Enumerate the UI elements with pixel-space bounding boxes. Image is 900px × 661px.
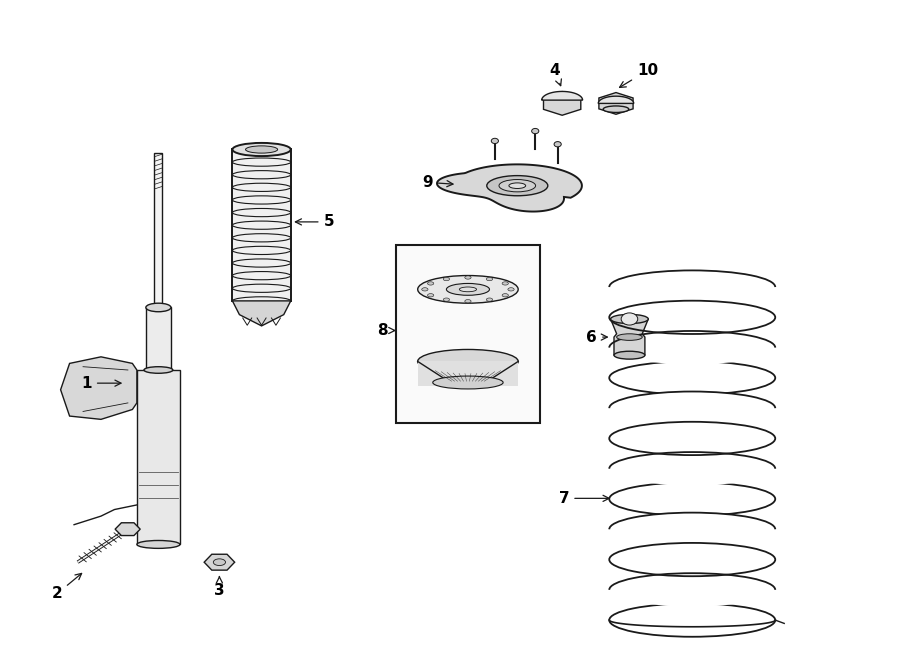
Ellipse shape xyxy=(608,573,776,607)
Polygon shape xyxy=(542,91,582,100)
Ellipse shape xyxy=(213,559,226,566)
Bar xyxy=(146,307,171,370)
Ellipse shape xyxy=(444,298,450,301)
Ellipse shape xyxy=(502,282,508,285)
Ellipse shape xyxy=(464,276,471,279)
Ellipse shape xyxy=(246,146,277,153)
Ellipse shape xyxy=(608,391,776,425)
Polygon shape xyxy=(437,165,582,212)
Text: 8: 8 xyxy=(377,323,395,338)
Polygon shape xyxy=(544,92,580,115)
Ellipse shape xyxy=(464,299,471,303)
Ellipse shape xyxy=(499,180,536,192)
Ellipse shape xyxy=(608,331,776,364)
Ellipse shape xyxy=(144,367,173,373)
Polygon shape xyxy=(610,319,648,355)
Text: 7: 7 xyxy=(559,491,609,506)
Ellipse shape xyxy=(428,282,434,285)
Ellipse shape xyxy=(418,350,518,373)
Ellipse shape xyxy=(146,303,171,312)
Circle shape xyxy=(621,313,638,325)
Ellipse shape xyxy=(608,270,776,303)
Ellipse shape xyxy=(422,288,428,291)
Ellipse shape xyxy=(614,351,645,359)
Ellipse shape xyxy=(486,298,492,301)
Ellipse shape xyxy=(232,143,291,156)
Ellipse shape xyxy=(508,288,514,291)
Bar xyxy=(396,245,540,422)
Polygon shape xyxy=(60,357,137,419)
Ellipse shape xyxy=(486,278,492,281)
Polygon shape xyxy=(598,97,634,103)
Circle shape xyxy=(554,141,562,147)
Ellipse shape xyxy=(137,541,180,549)
Ellipse shape xyxy=(603,106,629,112)
Text: 2: 2 xyxy=(51,573,82,602)
Text: 10: 10 xyxy=(619,63,658,87)
Text: 1: 1 xyxy=(81,375,121,391)
Polygon shape xyxy=(598,93,633,114)
Bar xyxy=(155,153,162,307)
Text: 5: 5 xyxy=(295,214,334,229)
Ellipse shape xyxy=(487,176,548,196)
Bar xyxy=(137,370,180,545)
Ellipse shape xyxy=(608,452,776,485)
Ellipse shape xyxy=(418,276,518,303)
Circle shape xyxy=(491,138,499,143)
Polygon shape xyxy=(232,301,291,326)
Circle shape xyxy=(532,128,539,134)
Text: 9: 9 xyxy=(422,175,453,190)
Text: 4: 4 xyxy=(550,63,562,86)
Bar xyxy=(418,362,518,386)
Ellipse shape xyxy=(433,376,503,389)
Polygon shape xyxy=(115,523,140,535)
Text: 3: 3 xyxy=(214,577,225,598)
Ellipse shape xyxy=(446,284,490,295)
Polygon shape xyxy=(204,554,235,570)
Ellipse shape xyxy=(502,293,508,297)
Ellipse shape xyxy=(428,293,434,297)
Ellipse shape xyxy=(444,278,450,281)
Ellipse shape xyxy=(610,315,648,324)
Ellipse shape xyxy=(616,334,643,340)
Bar xyxy=(232,149,291,301)
Ellipse shape xyxy=(459,287,477,292)
Ellipse shape xyxy=(508,183,526,188)
Ellipse shape xyxy=(608,513,776,546)
Text: 6: 6 xyxy=(587,330,608,344)
